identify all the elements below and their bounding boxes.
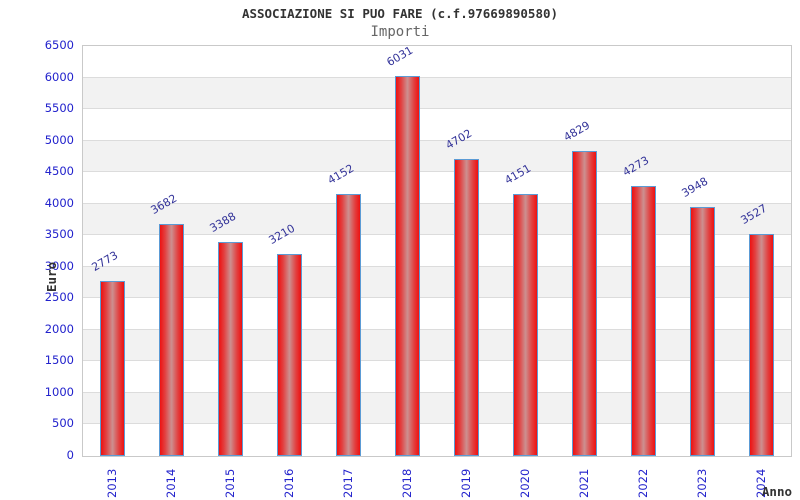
x-tick-label-2020: 2020 bbox=[517, 468, 532, 498]
x-tick-label-2021: 2021 bbox=[576, 468, 591, 498]
y-tick-label: 1000 bbox=[44, 384, 74, 399]
y-tick-label: 1500 bbox=[44, 353, 74, 368]
x-tick-label-2017: 2017 bbox=[340, 468, 355, 498]
plot-band bbox=[83, 266, 791, 299]
plot-band bbox=[83, 46, 791, 78]
y-tick-label: 6000 bbox=[44, 69, 74, 84]
chart-title: ASSOCIAZIONE SI PUO FARE (c.f.9766989058… bbox=[241, 6, 559, 21]
bar-2016 bbox=[277, 253, 302, 456]
chart-subtitle: Importi bbox=[370, 24, 430, 40]
plot-area bbox=[82, 45, 792, 457]
plot-band bbox=[83, 424, 791, 456]
x-tick-label-2015: 2015 bbox=[222, 468, 237, 498]
plot-band bbox=[83, 392, 791, 425]
plot-band bbox=[83, 361, 791, 393]
bar-2020 bbox=[513, 194, 538, 456]
x-tick-label-2023: 2023 bbox=[694, 468, 709, 498]
y-tick-label: 0 bbox=[66, 448, 74, 462]
y-tick-label: 2500 bbox=[44, 290, 74, 305]
plot-band bbox=[83, 203, 791, 236]
bar-2014 bbox=[159, 223, 184, 456]
bar-2023 bbox=[690, 206, 715, 456]
y-tick-label: 4000 bbox=[44, 195, 74, 210]
y-tick-label: 3000 bbox=[44, 258, 74, 273]
plot-band bbox=[83, 172, 791, 204]
plot-band bbox=[83, 77, 791, 110]
x-tick-label-2019: 2019 bbox=[458, 468, 473, 498]
bar-2015 bbox=[218, 242, 243, 456]
y-tick-label: 6500 bbox=[44, 38, 74, 52]
x-tick-label-2018: 2018 bbox=[399, 468, 414, 498]
bar-2024 bbox=[749, 233, 774, 456]
x-axis-title: Anno bbox=[761, 484, 792, 499]
bar-2019 bbox=[454, 159, 479, 456]
x-tick-label-2013: 2013 bbox=[104, 468, 119, 498]
plot-band bbox=[83, 140, 791, 173]
bar-2017 bbox=[336, 194, 361, 456]
y-tick-label: 5000 bbox=[44, 132, 74, 147]
x-tick-label-2022: 2022 bbox=[635, 468, 650, 498]
plot-band bbox=[83, 298, 791, 330]
plot-band bbox=[83, 329, 791, 362]
bar-2022 bbox=[631, 186, 656, 456]
x-tick-label-2016: 2016 bbox=[281, 468, 296, 498]
y-tick-label: 2000 bbox=[44, 321, 74, 336]
bar-2018 bbox=[395, 75, 420, 456]
y-tick-label: 3500 bbox=[44, 227, 74, 242]
y-tick-label: 5500 bbox=[44, 101, 74, 116]
y-axis-title: Euro bbox=[44, 261, 59, 292]
plot-band bbox=[83, 109, 791, 141]
bar-2021 bbox=[572, 151, 597, 456]
y-tick-label: 500 bbox=[52, 416, 74, 431]
y-tick-label: 4500 bbox=[44, 164, 74, 179]
plot-band bbox=[83, 235, 791, 267]
bar-2013 bbox=[100, 281, 125, 456]
x-tick-label-2014: 2014 bbox=[163, 468, 178, 498]
